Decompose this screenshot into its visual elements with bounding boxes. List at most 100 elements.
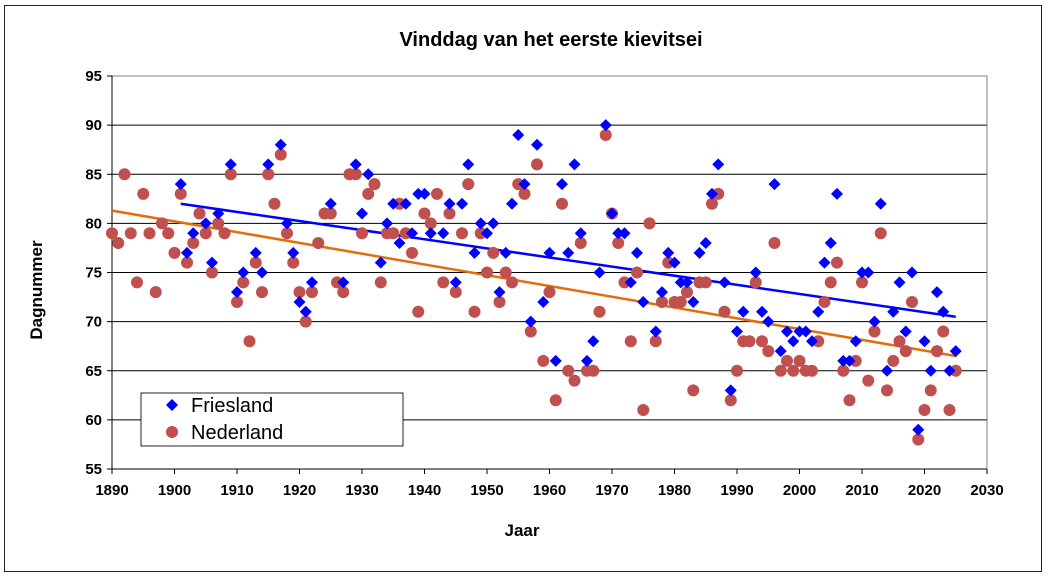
point-friesland-1966	[581, 354, 593, 367]
point-nederland-1945	[449, 286, 462, 299]
point-friesland-1934	[381, 217, 393, 230]
point-friesland-1971	[612, 227, 625, 240]
point-friesland-1948	[468, 246, 481, 259]
point-friesland-1905	[199, 217, 212, 230]
point-nederland-1987	[712, 187, 725, 200]
point-friesland-1982	[681, 276, 693, 289]
point-nederland-1978	[656, 295, 668, 308]
point-friesland-1931	[362, 168, 375, 181]
x-tick-label-1990: 1990	[720, 482, 753, 499]
point-friesland-2012	[868, 315, 881, 328]
point-friesland-1979	[662, 246, 675, 259]
point-nederland-1920	[293, 286, 306, 299]
point-friesland-1945	[449, 276, 462, 289]
point-friesland-2000	[793, 325, 806, 338]
legend-box	[140, 392, 404, 447]
point-friesland-2025	[949, 345, 962, 358]
point-nederland-1946	[456, 227, 468, 240]
point-friesland-1970	[606, 207, 618, 220]
y-axis: 55 60 65 70 75 80 85 90 95	[85, 68, 113, 478]
point-friesland-2018	[906, 266, 918, 279]
point-friesland-1913	[249, 246, 262, 259]
point-nederland-2007	[837, 364, 850, 377]
point-nederland-2010	[856, 276, 868, 289]
point-nederland-1909	[224, 168, 237, 181]
point-friesland-1919	[287, 246, 300, 259]
point-friesland-1963	[562, 246, 575, 259]
point-friesland-1968	[593, 266, 606, 279]
point-friesland-1957	[524, 315, 537, 328]
point-nederland-1988	[718, 305, 731, 318]
x-tick-label-1930: 1930	[345, 482, 378, 499]
point-friesland-2014	[881, 364, 893, 377]
point-friesland-2011	[862, 266, 875, 279]
point-nederland-1963	[562, 364, 575, 377]
point-friesland-1950	[481, 227, 493, 240]
point-nederland-1916	[268, 197, 281, 210]
point-nederland-1940	[418, 207, 431, 220]
point-nederland-1902	[181, 256, 193, 269]
x-axis-label: Jaar	[505, 521, 540, 540]
point-friesland-1938	[406, 227, 418, 240]
point-nederland-1915	[262, 168, 275, 181]
point-friesland-1985	[699, 237, 712, 250]
point-friesland-2024	[943, 364, 956, 377]
y-tick-label-70: 70	[85, 314, 102, 331]
point-nederland-1899	[162, 227, 175, 240]
point-friesland-1930	[356, 207, 368, 220]
point-friesland-2008	[843, 354, 856, 367]
point-friesland-1903	[187, 227, 200, 240]
y-tick-label-95: 95	[85, 68, 102, 85]
point-nederland-1964	[568, 374, 581, 387]
point-friesland-1936	[393, 237, 406, 250]
point-nederland-1942	[431, 187, 443, 200]
point-nederland-1925	[324, 207, 337, 220]
point-friesland-1961	[549, 354, 562, 367]
point-nederland-1949	[474, 227, 487, 240]
point-nederland-1938	[406, 246, 418, 259]
x-tick-label-2010: 2010	[845, 482, 878, 499]
legend: Friesland Nederland	[140, 392, 404, 447]
y-tick-label-90: 90	[85, 117, 102, 134]
point-friesland-1967	[587, 335, 600, 348]
point-nederland-1919	[287, 256, 300, 269]
point-nederland-2012	[868, 325, 881, 338]
point-nederland-1977	[649, 335, 662, 348]
point-friesland-1980	[668, 256, 681, 269]
point-friesland-1940	[418, 187, 431, 200]
point-nederland-1994	[756, 335, 768, 348]
point-nederland-2017	[899, 345, 912, 358]
point-friesland-1993	[749, 266, 762, 279]
point-nederland-1907	[212, 217, 225, 230]
point-nederland-1914	[256, 286, 268, 299]
point-friesland-2015	[887, 305, 900, 318]
point-nederland-1989	[724, 394, 737, 407]
point-nederland-2021	[924, 384, 937, 397]
point-nederland-1993	[749, 276, 762, 289]
point-nederland-1890	[106, 227, 118, 240]
point-friesland-1951	[487, 217, 500, 230]
point-friesland-1981	[674, 276, 687, 289]
point-friesland-2023	[937, 305, 950, 318]
point-nederland-1956	[518, 187, 531, 200]
point-friesland-1964	[568, 158, 581, 171]
point-nederland-1960	[543, 286, 556, 299]
point-friesland-1909	[224, 158, 237, 171]
point-nederland-1973	[624, 335, 637, 348]
x-tick-label-1980: 1980	[658, 482, 691, 499]
point-nederland-1927	[337, 286, 350, 299]
point-friesland-1958	[531, 138, 543, 151]
point-friesland-1906	[206, 256, 218, 269]
point-nederland-1992	[743, 335, 756, 348]
point-nederland-1962	[556, 197, 568, 210]
point-friesland-1997	[774, 345, 787, 358]
point-friesland-1952	[493, 286, 506, 299]
x-tick-label-1950: 1950	[470, 482, 503, 499]
point-nederland-1931	[362, 187, 375, 200]
point-friesland-1988	[718, 276, 731, 289]
point-nederland-1892	[118, 168, 131, 181]
point-friesland-1956	[518, 178, 531, 191]
legend-marker-nederland	[166, 426, 178, 438]
point-nederland-1951	[487, 246, 500, 259]
point-nederland-2006	[831, 256, 843, 269]
